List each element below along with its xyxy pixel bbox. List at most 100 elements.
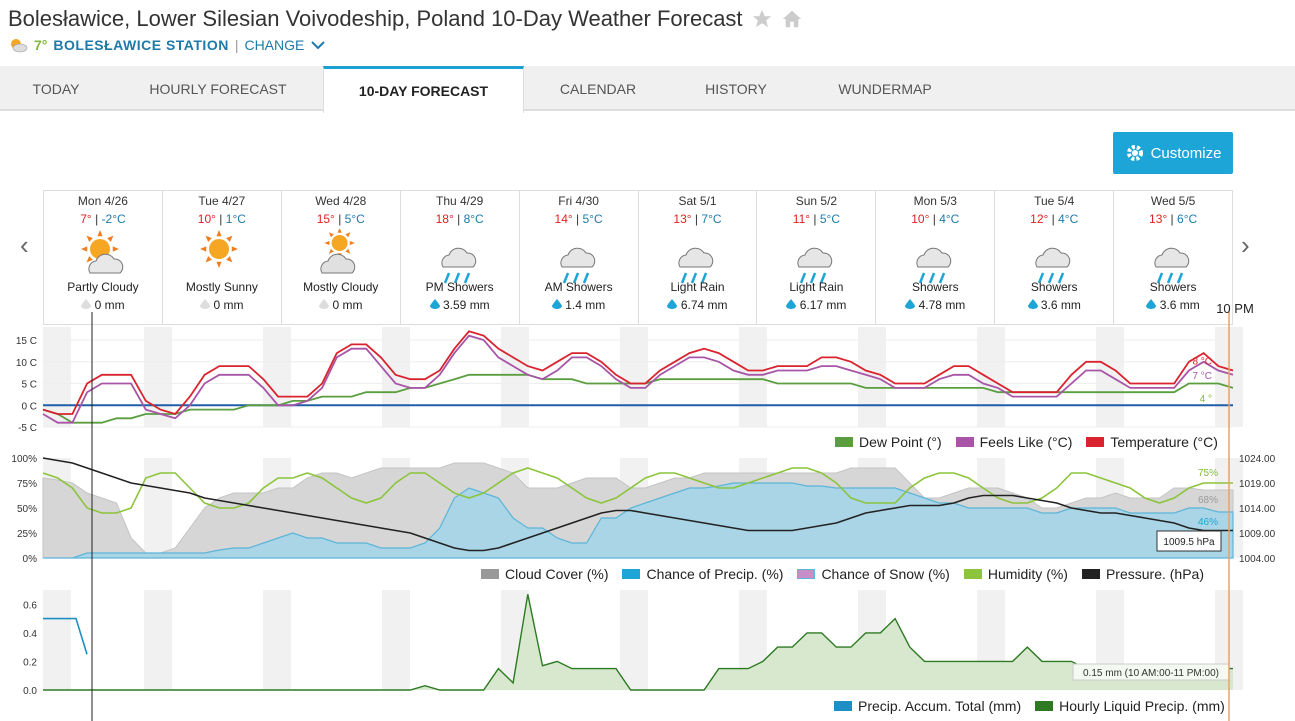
y2-tick-label: 1019.00 [1239,479,1276,490]
day-condition: Showers [1149,280,1197,294]
high-temp: 13° [1149,212,1168,226]
pressure-tooltip: 1009.5 hPa [1163,537,1215,548]
precip-chance-area [43,482,1234,559]
y2-tick-label: 1004.00 [1239,554,1276,565]
legend-humidity[interactable]: Humidity (%) [963,566,1068,582]
low-temp: 4°C [1058,212,1079,226]
rain-icon [916,247,952,284]
y-tick-label: 15 C [16,336,37,347]
night-band [977,327,1005,427]
end-label: 7 °C [1192,371,1212,382]
day-date: Tue 4/27 [198,194,246,208]
legend-pressure[interactable]: Pressure. (hPa) [1081,566,1204,582]
star-icon[interactable] [751,8,773,30]
legend-chance-precip[interactable]: Chance of Precip. (%) [622,566,783,582]
day-condition: Mostly Sunny [185,280,258,294]
legend-temperature[interactable]: Temperature (°C) [1086,434,1218,450]
tab-hourly-forecast[interactable]: HOURLY FORECAST [149,80,287,97]
precip-amount: 0 mm [213,298,244,312]
precip-amount: 3.6 mm [1159,298,1200,312]
rain-icon [797,247,833,284]
customize-button[interactable]: Customize [1113,132,1233,174]
rain-icon [559,247,595,284]
page-title: Bolesławice, Lower Silesian Voivodeship,… [8,6,743,31]
day-precip: 4.78 mm [876,298,994,312]
day-temps: 14° | 5°C [554,212,603,226]
day-date: Mon 5/3 [913,194,957,208]
legend-feels-like[interactable]: Feels Like (°C) [955,434,1072,450]
current-temperature: 7° [34,37,48,53]
high-temp: 10° [197,212,216,226]
raindrop-icon [667,299,678,309]
end-label: 68% [1198,495,1218,506]
low-temp: 7°C [701,212,722,226]
legend-hourly-liquid[interactable]: Hourly Liquid Precip. (mm) [1035,698,1225,714]
legend-chance-snow[interactable]: Chance of Snow (%) [797,566,950,582]
high-temp: 13° [673,212,692,226]
tab-calendar[interactable]: CALENDAR [559,80,637,97]
home-icon[interactable] [781,8,803,30]
low-temp: 6°C [1177,212,1198,226]
raindrop-icon [905,299,916,309]
chevron-down-icon[interactable] [310,39,326,51]
change-station-link[interactable]: CHANGE [244,37,305,53]
day-date: Mon 4/26 [77,194,128,208]
day-precip: 3.6 mm [1114,298,1232,312]
legend-cloud-cover[interactable]: Cloud Cover (%) [481,566,608,582]
pressure-line [42,457,1233,552]
next-arrow-icon[interactable]: › [1241,230,1250,260]
precip-amount: 6.17 mm [799,298,847,312]
day-card[interactable]: Tue 4/27 10° | 1°C Mostly Sunny 0 mm [163,191,282,324]
day-card[interactable]: Thu 4/29 18° | 8°C PM Showers 3.59 mm [401,191,520,324]
tab-wundermap[interactable]: WUNDERMAP [838,80,932,97]
day-condition: AM Showers [544,280,613,294]
station-name[interactable]: BOLESŁAWICE STATION [53,37,229,53]
precip-amount: 0 mm [332,298,363,312]
tab-history[interactable]: HISTORY [705,80,767,97]
day-date: Tue 5/4 [1034,194,1075,208]
day-condition: Light Rain [670,280,725,294]
separator: | [234,37,239,53]
raindrop-icon [1146,299,1157,309]
day-temps: 13° | 7°C [673,212,722,226]
night-band [739,327,767,427]
sunny-icon [199,230,238,268]
night-band [144,590,172,690]
end-label: 8 °C [1192,356,1212,367]
y-tick-label: 5 C [21,380,37,391]
y2-tick-label: 1024.00 [1239,454,1276,465]
prev-arrow-icon[interactable]: ‹ [20,230,29,260]
day-card[interactable]: Sun 5/2 11° | 5°C Light Rain 6.17 mm [757,191,877,324]
legend-dew-point[interactable]: Dew Point (°) [835,434,942,450]
day-date: Sun 5/2 [795,194,838,208]
day-card[interactable]: Wed 4/28 15° | 5°C Mostly Cloudy 0 mm [282,191,401,324]
precip-amount: 4.78 mm [918,298,966,312]
high-temp: 11° [792,212,811,226]
precip-amount: 6.74 mm [680,298,728,312]
customize-label: Customize [1150,144,1222,162]
tab-today[interactable]: TODAY [32,80,80,97]
high-temp: 10° [911,212,930,226]
y2-tick-label: 1009.00 [1239,529,1276,540]
legend-precip-accum[interactable]: Precip. Accum. Total (mm) [834,698,1021,714]
night-band [501,327,529,427]
tab-10-day-forecast[interactable]: 10-DAY FORECAST [323,66,524,113]
raindrop-icon [81,299,92,309]
day-card[interactable]: Wed 5/5 13° | 6°C Showers 3.6 mm [1114,191,1232,324]
y-tick-label: -5 C [18,423,37,434]
liquid-precip-area [43,594,1233,690]
nav-tabs: TODAY HOURLY FORECAST 10-DAY FORECAST CA… [0,66,1295,113]
day-condition: Mostly Cloudy [303,280,379,294]
day-temps: 15° | 5°C [316,212,365,226]
station-bar: 7° BOLESŁAWICE STATION | CHANGE [8,36,326,54]
rain-icon [1035,247,1071,284]
day-card[interactable]: Mon 5/3 10° | 4°C Showers 4.78 mm [876,191,996,324]
low-temp: 5°C [582,212,603,226]
day-card[interactable]: Sat 5/1 13° | 7°C Light Rain 6.74 mm [639,191,758,324]
day-card[interactable]: Tue 5/4 12° | 4°C Showers 3.6 mm [995,191,1115,324]
day-card[interactable]: Fri 4/30 14° | 5°C AM Showers 1.4 mm [520,191,639,324]
y-tick-label: 75% [17,479,37,490]
day-card[interactable]: Mon 4/26 7° | -2°C Partly Cloudy 0 mm [44,191,163,324]
day-precip: 0 mm [282,298,400,312]
